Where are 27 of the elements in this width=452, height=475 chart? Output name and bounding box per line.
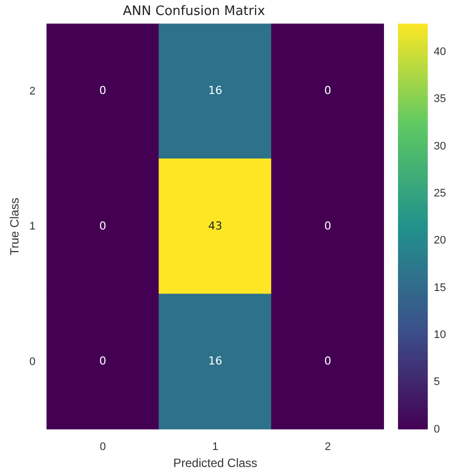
data-label: 16 (208, 84, 222, 98)
color-bar-label: 25 (434, 188, 446, 200)
color-bar-label: 5 (434, 376, 440, 388)
y-axis-title: True Class (8, 198, 22, 256)
y-tick-label: 1 (29, 220, 36, 233)
data-label: 0 (99, 354, 106, 368)
color-bar-label: 40 (434, 46, 446, 58)
color-bar-label: 30 (434, 140, 446, 152)
data-label: 0 (99, 84, 106, 98)
color-bar-label: 10 (434, 329, 446, 342)
color-bar-label: 20 (434, 234, 446, 247)
x-tick-label: 1 (212, 441, 218, 454)
data-label: 0 (324, 219, 332, 232)
data-label: 16 (208, 354, 222, 368)
y-tick-label: 0 (29, 356, 36, 368)
data-label: 43 (208, 219, 222, 232)
x-tick-label: 0 (100, 441, 106, 454)
color-bar-label: 35 (434, 93, 446, 106)
color-bar-label: 15 (434, 282, 446, 294)
y-tick-label: 2 (29, 85, 36, 98)
data-label: 0 (99, 219, 106, 232)
x-tick-label: 2 (324, 441, 331, 454)
x-axis-title: Predicted Class (173, 456, 258, 470)
data-label: 0 (324, 84, 332, 98)
chart-title: ANN Confusion Matrix (122, 4, 266, 20)
data-label: 0 (324, 354, 332, 368)
color-bar-label: 0 (434, 423, 440, 436)
